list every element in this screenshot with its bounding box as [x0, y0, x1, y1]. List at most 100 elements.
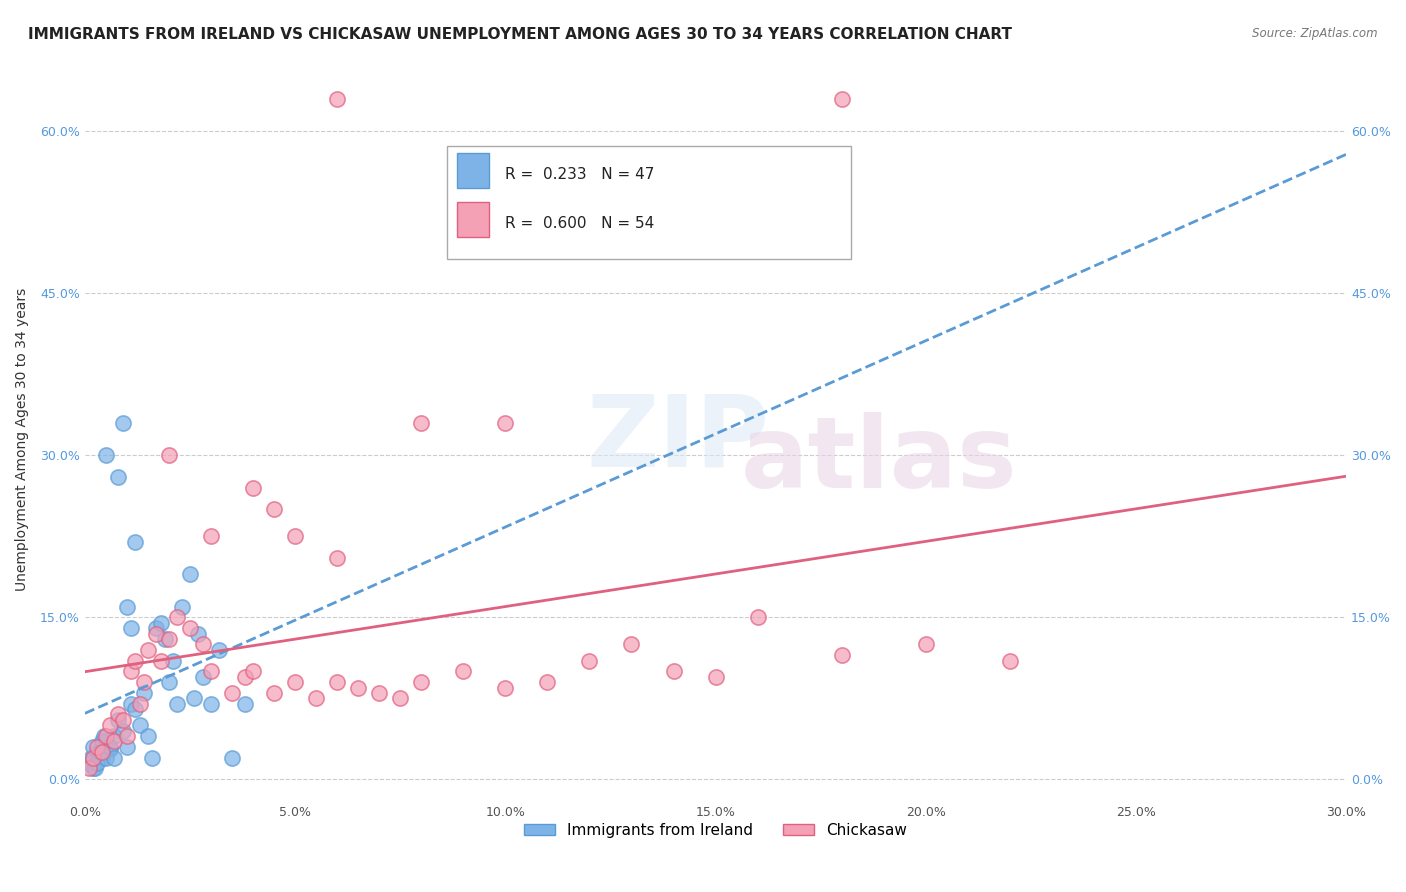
Point [86, 756, 108, 770]
Point [831, 648, 853, 662]
Point [200, 665, 222, 679]
Point [326, 675, 349, 690]
Point [368, 686, 391, 700]
Point [103, 734, 125, 748]
Point [166, 697, 188, 711]
Point [166, 610, 188, 624]
Point [124, 702, 146, 716]
Point [124, 653, 146, 667]
Point [90, 734, 112, 748]
Point [326, 92, 349, 106]
Point [124, 534, 146, 549]
Point [98, 739, 121, 754]
Point [998, 653, 1021, 667]
Text: ZIP: ZIP [586, 391, 769, 488]
Text: IMMIGRANTS FROM IRELAND VS CHICKASAW UNEMPLOYMENT AMONG AGES 30 TO 34 YEARS CORR: IMMIGRANTS FROM IRELAND VS CHICKASAW UNE… [28, 27, 1012, 42]
Point [149, 653, 172, 667]
Point [153, 632, 176, 646]
Point [136, 729, 159, 743]
Point [111, 713, 134, 727]
Point [284, 529, 307, 543]
Point [183, 691, 205, 706]
Point [145, 626, 167, 640]
Point [494, 681, 516, 695]
Point [305, 691, 328, 706]
Point [82, 739, 104, 754]
Point [120, 621, 142, 635]
Point [86, 745, 108, 759]
Point [107, 470, 129, 484]
Bar [447, 146, 851, 259]
Point [103, 750, 125, 764]
Point [620, 637, 643, 651]
Point [347, 681, 370, 695]
Legend: Immigrants from Ireland, Chickasaw: Immigrants from Ireland, Chickasaw [517, 817, 912, 844]
Point [233, 697, 256, 711]
Point [494, 416, 516, 430]
Point [141, 750, 163, 764]
Point [263, 686, 285, 700]
Bar [457, 153, 488, 188]
Point [162, 653, 184, 667]
Point [136, 642, 159, 657]
Point [179, 621, 201, 635]
Point [90, 750, 112, 764]
Point [145, 621, 167, 635]
Point [149, 615, 172, 630]
Point [242, 665, 264, 679]
Point [191, 670, 214, 684]
Point [94, 729, 117, 743]
Point [111, 723, 134, 738]
Point [120, 665, 142, 679]
Point [242, 481, 264, 495]
Point [200, 697, 222, 711]
Point [170, 599, 193, 614]
Point [77, 756, 100, 770]
Bar [457, 202, 488, 237]
Point [704, 670, 727, 684]
Text: Source: ZipAtlas.com: Source: ZipAtlas.com [1253, 27, 1378, 40]
Point [80, 750, 103, 764]
Point [747, 610, 769, 624]
Point [389, 691, 412, 706]
Point [128, 718, 150, 732]
Point [84, 762, 107, 776]
Point [90, 745, 112, 759]
Point [187, 626, 209, 640]
Point [451, 665, 474, 679]
Point [221, 750, 243, 764]
Point [89, 745, 111, 759]
Point [200, 529, 222, 543]
Point [111, 416, 134, 430]
Point [103, 729, 125, 743]
Point [94, 734, 117, 748]
Point [94, 750, 117, 764]
Point [82, 750, 104, 764]
Point [157, 675, 180, 690]
Point [326, 550, 349, 565]
Point [132, 675, 155, 690]
Point [914, 637, 936, 651]
Point [132, 686, 155, 700]
Point [86, 739, 108, 754]
Text: R =  0.233   N = 47: R = 0.233 N = 47 [505, 167, 654, 182]
Point [831, 92, 853, 106]
Point [221, 686, 243, 700]
Point [411, 675, 433, 690]
Point [284, 675, 307, 690]
Point [82, 762, 104, 776]
Y-axis label: Unemployment Among Ages 30 to 34 years: Unemployment Among Ages 30 to 34 years [15, 287, 30, 591]
Point [98, 718, 121, 732]
Point [128, 697, 150, 711]
Point [411, 416, 433, 430]
Point [662, 665, 685, 679]
Text: atlas: atlas [741, 412, 1018, 509]
Point [94, 448, 117, 462]
Point [536, 675, 558, 690]
Point [77, 762, 100, 776]
Point [115, 599, 138, 614]
Point [179, 567, 201, 582]
Point [107, 707, 129, 722]
Point [93, 729, 115, 743]
Point [98, 742, 121, 756]
